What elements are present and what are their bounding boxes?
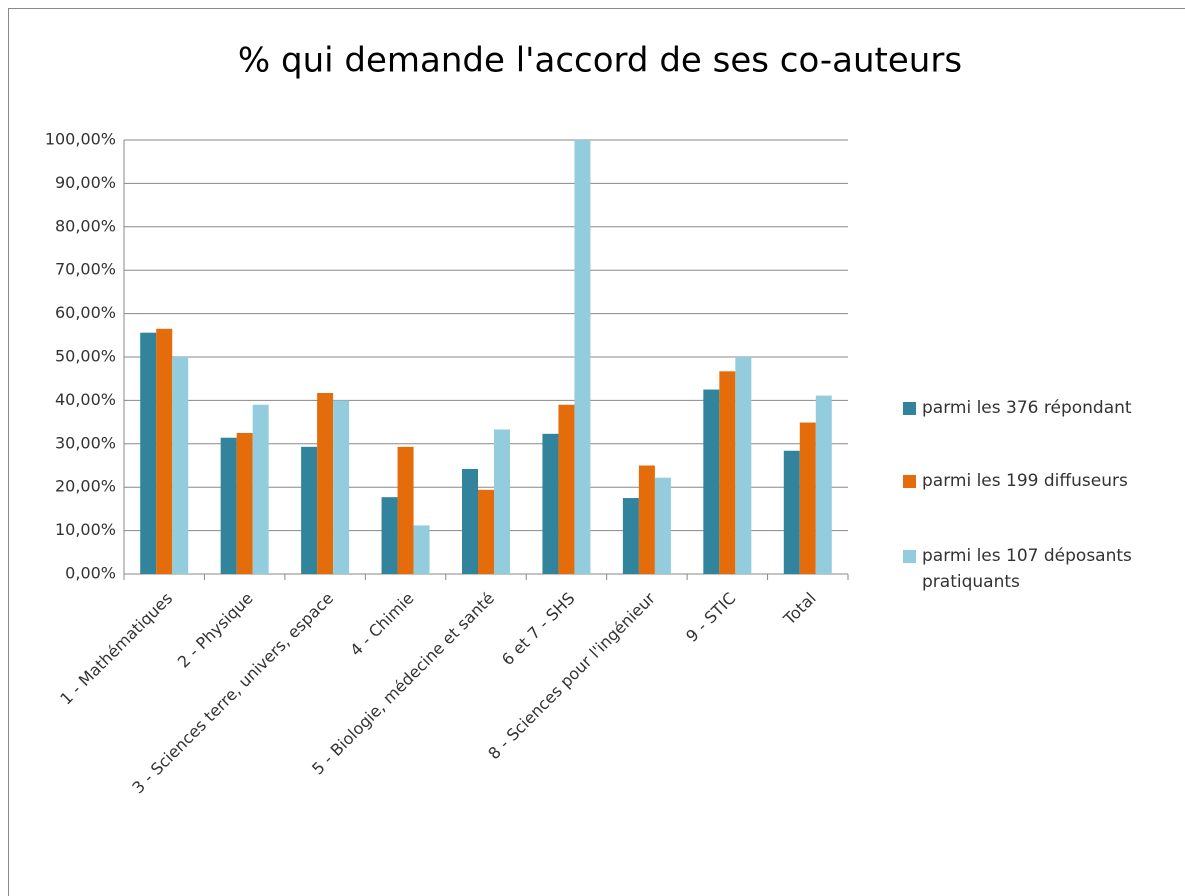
bar [301, 446, 318, 574]
bar [462, 468, 478, 574]
bar [703, 389, 720, 574]
bar [815, 395, 832, 574]
legend-item: parmi les 376 répondant [903, 395, 1173, 421]
bar [494, 429, 510, 574]
legend-item: parmi les 107 déposants pratiquants [903, 543, 1173, 595]
x-tick-label: 6 et 7 - SHS [498, 589, 579, 670]
bar [397, 446, 414, 574]
x-tick-label: 4 - Chimie [346, 589, 417, 660]
y-tick-label: 20,00% [55, 477, 116, 496]
legend-label: parmi les 376 répondant [922, 398, 1132, 418]
bar [558, 404, 575, 574]
legend-item: parmi les 199 diffuseurs [903, 468, 1173, 494]
bar [220, 437, 237, 574]
y-tick-label: 0,00% [65, 564, 116, 583]
legend-swatch [903, 475, 916, 488]
x-tick-label: 9 - STIC [682, 589, 739, 646]
bar [542, 433, 559, 574]
bar [140, 332, 157, 574]
y-tick-label: 90,00% [55, 173, 116, 192]
chart-title: % qui demande l'accord de ses co-auteurs [238, 41, 962, 81]
bar [735, 357, 752, 574]
y-tick-label: 50,00% [55, 347, 116, 366]
bar [478, 489, 494, 574]
y-tick-label: 100,00% [45, 130, 116, 149]
bar [654, 477, 671, 574]
bar [574, 140, 591, 574]
x-tick-label: Total [779, 589, 820, 630]
legend-swatch [903, 402, 916, 415]
x-tick-label: 2 - Physique [174, 589, 257, 672]
chart-frame [8, 8, 1185, 896]
bar [252, 404, 269, 574]
legend-label: parmi les 199 diffuseurs [922, 471, 1128, 491]
bar [333, 400, 350, 574]
bar [783, 450, 800, 574]
y-tick-label: 80,00% [55, 216, 116, 235]
y-tick-label: 70,00% [55, 260, 116, 279]
y-tick-label: 30,00% [55, 433, 116, 452]
bar [638, 465, 655, 574]
bar [236, 432, 253, 574]
x-tick-label: 5 - Biologie, médecine et santé [308, 589, 498, 779]
y-tick-label: 40,00% [55, 390, 116, 409]
bar [622, 498, 639, 574]
bar [317, 393, 334, 574]
legend-label: parmi les 107 déposants pratiquants [922, 546, 1132, 592]
x-tick-label: 8 - Sciences pour l'ingénieur [484, 588, 659, 763]
bar [156, 328, 173, 574]
y-tick-label: 10,00% [55, 520, 116, 539]
bar [719, 371, 736, 574]
bar [799, 422, 816, 574]
bar [172, 357, 189, 574]
legend-swatch [903, 550, 916, 563]
y-tick-label: 60,00% [55, 303, 116, 322]
x-tick-label: 1 - Mathématiques [56, 589, 176, 709]
bar [413, 525, 430, 574]
bar [381, 497, 398, 574]
